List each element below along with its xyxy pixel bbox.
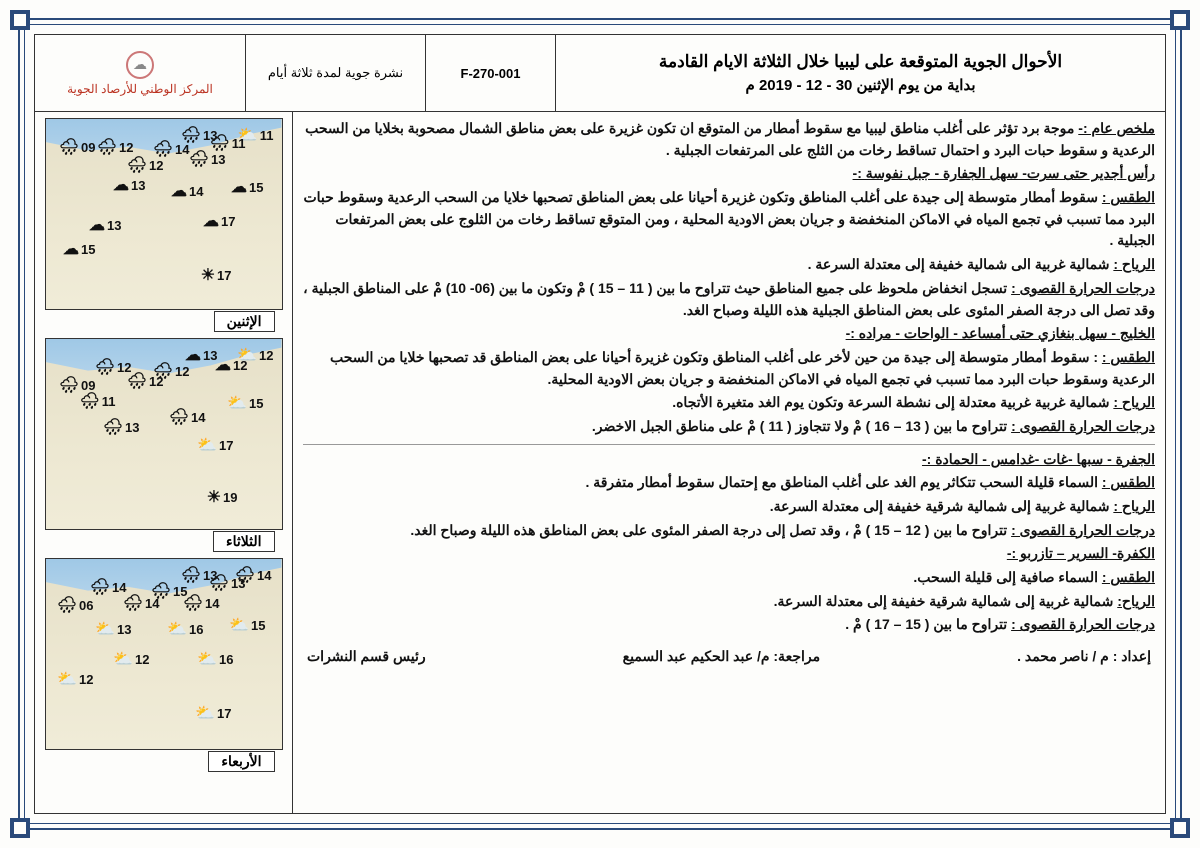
reviewed-by: مراجعة: م/ عبد الحكيم عبد السميع: [623, 646, 820, 668]
weather-point: ☀17: [201, 265, 232, 285]
bulletin-date-line: بداية من يوم الإثنين 30 - 12 - 2019 م: [745, 76, 975, 94]
map-card-monday: ⛅11🌧11🌧13🌧14🌧13🌧12🌧12🌧09☁15☁14☁13☁17☁13☁…: [45, 118, 283, 332]
wind-label: الرياح :: [1113, 256, 1155, 272]
org-logo-icon: [126, 51, 154, 79]
weather-point: 🌧11: [79, 391, 115, 411]
map-monday: ⛅11🌧11🌧13🌧14🌧13🌧12🌧12🌧09☁15☁14☁13☁17☁13☁…: [45, 118, 283, 310]
weather-point: 🌧12: [127, 371, 164, 391]
divider-line: [303, 444, 1155, 445]
temp-label: درجات الحرارة القصوى :: [1011, 418, 1155, 434]
content-row: ملخص عام :- موجة برد تؤثر على أغلب مناطق…: [34, 112, 1166, 814]
weather-point: ⛅12: [57, 669, 93, 689]
prepared-by: إعداد : م / ناصر محمد .: [1017, 646, 1151, 668]
temp-text: تتراوح ما بين ( 13 – 16 ) مْ ولا تتجاوز …: [592, 418, 1011, 434]
weather-point: 🌧12: [95, 357, 132, 377]
wind-text: شمالية غربية الى شمالية خفيفة إلى معتدلة…: [808, 256, 1114, 272]
weather-point: ⛅15: [227, 393, 263, 413]
forecast-maps-column: ⛅11🌧11🌧13🌧14🌧13🌧12🌧12🌧09☁15☁14☁13☁17☁13☁…: [35, 112, 293, 813]
weather-point: ⛅16: [197, 649, 233, 669]
organization-name: المركز الوطني للأرصاد الجوية: [67, 82, 213, 96]
weather-point: ☁14: [171, 181, 203, 201]
department-head: رئيس قسم النشرات: [307, 646, 426, 668]
weather-point: 🌧13: [103, 417, 140, 437]
map-wednesday: 🌧14🌧13🌧13🌧15🌧14🌧14🌧14🌧06⛅15⛅16⛅13⛅16⛅12⛅…: [45, 558, 283, 750]
corner-decoration: [1170, 10, 1190, 30]
forecast-text-column: ملخص عام :- موجة برد تؤثر على أغلب مناطق…: [293, 112, 1165, 813]
corner-decoration: [10, 10, 30, 30]
weather-text: السماء صافية إلى قليلة السحب.: [913, 569, 1101, 585]
weather-point: ☁13: [113, 175, 145, 195]
weather-point: 🌧14: [123, 593, 160, 613]
weather-text: السماء قليلة السحب تتكاثر يوم الغد على أ…: [585, 474, 1101, 490]
weather-point: ⛅12: [113, 649, 149, 669]
weather-point: ☁17: [203, 211, 235, 231]
temp-label: درجات الحرارة القصوى :: [1011, 616, 1155, 632]
weather-point: ⛅17: [197, 435, 233, 455]
map-card-wednesday: 🌧14🌧13🌧13🌧15🌧14🌧14🌧14🌧06⛅15⛅16⛅13⛅16⛅12⛅…: [45, 558, 283, 772]
organization-cell: المركز الوطني للأرصاد الجوية: [35, 35, 245, 111]
day-label: الإثنين: [214, 311, 275, 332]
corner-decoration: [1170, 818, 1190, 838]
weather-point: 🌧13: [189, 149, 226, 169]
weather-point: 🌧14: [169, 407, 206, 427]
bulletin-type: نشرة جوية لمدة ثلاثة أيام: [245, 35, 425, 111]
weather-point: 🌧12: [97, 137, 134, 157]
header-table: الأحوال الجوية المتوقعة على ليبيا خلال ا…: [34, 34, 1166, 112]
bulletin-title: الأحوال الجوية المتوقعة على ليبيا خلال ا…: [659, 52, 1062, 72]
temp-text: تتراوح ما بين ( 12 – 15 ) مْ ، وقد تصل إ…: [410, 522, 1011, 538]
header-title-cell: الأحوال الجوية المتوقعة على ليبيا خلال ا…: [555, 35, 1165, 111]
wind-label: الرياح :: [1113, 394, 1155, 410]
weather-point: ☁13: [89, 215, 121, 235]
weather-point: 🌧14: [183, 593, 220, 613]
form-code: F-270-001: [425, 35, 555, 111]
weather-point: 🌧14: [90, 577, 127, 597]
wind-label: الرياح :: [1113, 498, 1155, 514]
region-heading: الجفرة - سبها -غات -غدامس - الحمادة :-: [922, 451, 1155, 467]
weather-text: سقوط أمطار متوسطة إلى جيدة على أغلب المن…: [303, 189, 1155, 248]
day-label: الثلاثاء: [213, 531, 274, 552]
weather-point: 🌧12: [127, 155, 164, 175]
weather-label: الطقس :: [1102, 349, 1155, 365]
region-heading: رأس أجدير حتى سرت- سهل الجفارة - جبل نفو…: [853, 165, 1155, 181]
temp-text: تتراوح ما بين ( 15 – 17 ) مْ .: [845, 616, 1011, 632]
wind-text: شمالية غربية إلى شمالية شرقية خفيفة إلى …: [770, 498, 1114, 514]
weather-point: ⛅13: [95, 619, 131, 639]
weather-point: 🌧09: [59, 137, 96, 157]
map-tuesday: ⛅12☁12☁13🌧12🌧12🌧12🌧09🌧11⛅15🌧14🌧13⛅17☀19: [45, 338, 283, 530]
summary-text: موجة برد تؤثر على أغلب مناطق ليبيا مع سق…: [305, 120, 1155, 158]
weather-point: ☁15: [231, 177, 263, 197]
temp-label: درجات الحرارة القصوى :: [1011, 280, 1155, 296]
signature-line: إعداد : م / ناصر محمد . مراجعة: م/ عبد ا…: [303, 646, 1155, 668]
weather-text: : سقوط أمطار متوسطة إلى جيدة من حين لأخر…: [330, 349, 1155, 387]
wind-label: الرياح:: [1117, 593, 1155, 609]
weather-point: ⛅17: [195, 703, 231, 723]
map-card-tuesday: ⛅12☁12☁13🌧12🌧12🌧12🌧09🌧11⛅15🌧14🌧13⛅17☀19 …: [45, 338, 283, 552]
weather-point: ☁12: [215, 355, 247, 375]
weather-point: ⛅15: [229, 615, 265, 635]
weather-label: الطقس :: [1102, 474, 1155, 490]
region-heading: الكفرة- السرير – تازربو :-: [1007, 545, 1155, 561]
weather-point: ⛅16: [167, 619, 203, 639]
summary-label: ملخص عام :-: [1078, 120, 1155, 136]
weather-point: 🌧06: [57, 595, 94, 615]
day-label: الأربعاء: [208, 751, 274, 772]
weather-label: الطقس :: [1102, 569, 1155, 585]
weather-label: الطقس :: [1102, 189, 1155, 205]
region-heading: الخليج - سهل بنغازي حتى أمساعد - الواحات…: [846, 325, 1155, 341]
temp-label: درجات الحرارة القصوى :: [1011, 522, 1155, 538]
page-content: الأحوال الجوية المتوقعة على ليبيا خلال ا…: [34, 34, 1166, 814]
corner-decoration: [10, 818, 30, 838]
wind-text: شمالية غربية غربية معتدلة إلى نشطة السرع…: [672, 394, 1113, 410]
wind-text: شمالية غربية إلى شمالية شرقية خفيفة إلى …: [774, 593, 1118, 609]
weather-point: ☀19: [207, 487, 238, 507]
weather-point: ☁13: [185, 345, 217, 365]
weather-point: ☁15: [63, 239, 95, 259]
